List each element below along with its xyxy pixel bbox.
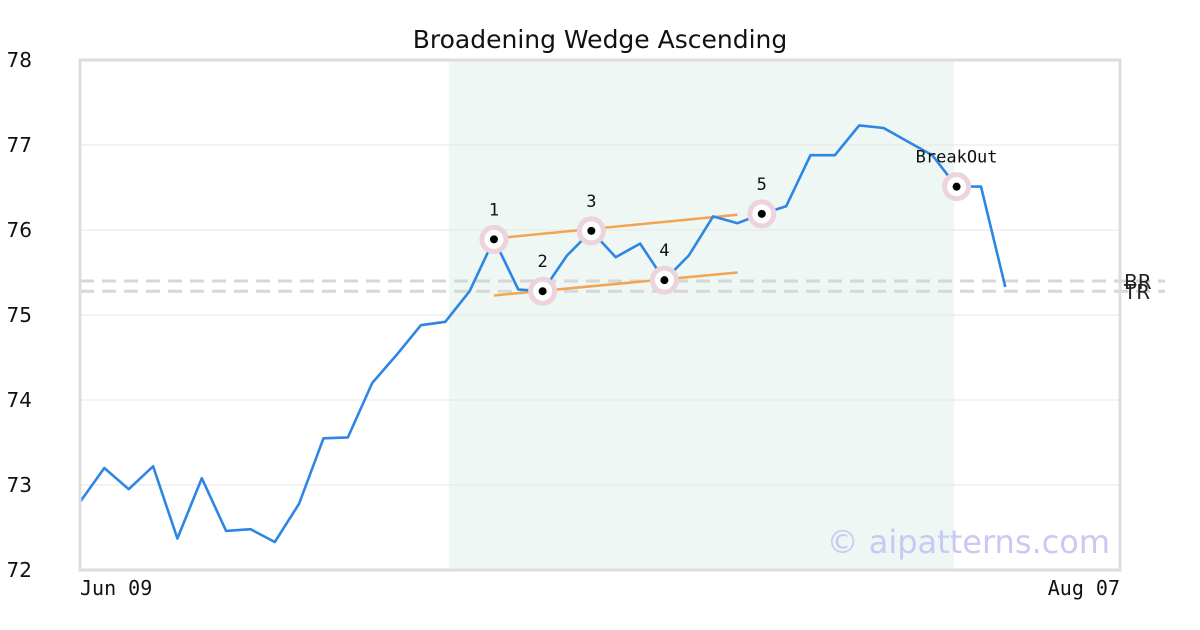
marker-dot (587, 226, 596, 235)
y-tick-label: 77 (7, 133, 32, 157)
marker-dot (952, 182, 961, 191)
marker-dot (538, 287, 547, 296)
y-tick-label: 76 (7, 218, 32, 242)
chart-title: Broadening Wedge Ascending (413, 25, 788, 54)
marker-label: 5 (757, 175, 767, 195)
x-axis-ticks: Jun 09 Aug 07 (80, 576, 1120, 600)
marker-dot (489, 235, 498, 244)
marker-label: 2 (538, 252, 548, 272)
y-tick-label: 78 (7, 48, 32, 72)
y-tick-label: 74 (7, 388, 32, 412)
watermark: © aipatterns.com (827, 523, 1110, 561)
x-tick-label: Jun 09 (80, 576, 152, 600)
y-tick-label: 72 (7, 558, 32, 582)
y-tick-label: 73 (7, 473, 32, 497)
level-label: TR (1123, 280, 1150, 304)
marker-label: 4 (659, 241, 669, 261)
marker-dot (660, 276, 669, 285)
marker-layer: 1 2 3 4 5 BreakOut (479, 148, 998, 306)
marker-label: BreakOut (916, 148, 998, 168)
marker-label: 1 (489, 200, 499, 220)
x-tick-label: Aug 07 (1048, 576, 1120, 600)
marker-label: 3 (586, 192, 596, 212)
marker-dot (757, 209, 766, 218)
trendline (493, 213, 738, 240)
y-axis-ticks: 72 73 74 75 76 77 78 (7, 48, 32, 582)
y-tick-label: 75 (7, 303, 32, 327)
plot-frame (78, 58, 1122, 572)
